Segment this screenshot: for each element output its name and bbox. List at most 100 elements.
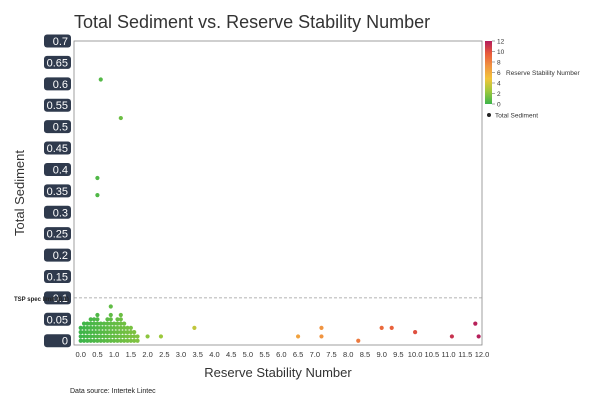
data-point [88, 338, 93, 343]
data-point [81, 325, 87, 330]
data-point [88, 325, 93, 330]
data-point [379, 325, 384, 330]
data-point [78, 330, 83, 335]
data-point [85, 338, 90, 343]
y-tick-box [44, 248, 71, 262]
data-point [125, 330, 130, 335]
data-point [118, 321, 123, 326]
data-point [85, 330, 90, 335]
color-scale-tick-label: 6 [497, 70, 501, 77]
reference-line-label: TSP spec limit (0.1) [14, 297, 69, 303]
x-tick-label: 3.5 [193, 350, 203, 359]
data-point [122, 338, 127, 343]
data-point [192, 325, 197, 330]
data-point [105, 317, 110, 322]
data-point [108, 304, 113, 309]
data-point [125, 325, 130, 330]
data-point [128, 334, 133, 339]
data-point [105, 334, 110, 339]
data-point [108, 334, 113, 339]
data-point [101, 330, 107, 335]
data-point [101, 321, 107, 326]
data-point [108, 330, 113, 335]
data-point [78, 338, 83, 343]
y-tick-label: 0.6 [53, 79, 68, 91]
legend-label: Total Sediment [495, 113, 538, 120]
data-point [91, 321, 97, 326]
y-tick-label: 0.35 [47, 186, 68, 198]
color-scale-tick-label: 2 [497, 91, 501, 98]
x-tick-label: 8.5 [360, 350, 370, 359]
data-point [115, 321, 120, 326]
data-point [98, 321, 103, 326]
data-point [98, 77, 103, 82]
y-tick-label: 0.05 [47, 314, 68, 326]
y-tick-label: 0.3 [53, 207, 68, 219]
data-point [135, 334, 140, 339]
data-point [108, 317, 113, 322]
x-tick-label: 10.0 [408, 350, 423, 359]
data-point [319, 325, 324, 330]
data-point [145, 334, 150, 339]
x-tick-label: 10.5 [425, 350, 440, 359]
y-tick-box [44, 141, 71, 155]
data-point [91, 317, 97, 322]
data-point [98, 338, 103, 343]
data-point [105, 325, 110, 330]
data-point [81, 321, 87, 326]
data-point [135, 338, 140, 343]
data-point [78, 334, 83, 339]
data-point [118, 115, 123, 121]
data-point [132, 334, 137, 339]
data-point [88, 330, 93, 335]
data-point [95, 325, 100, 330]
y-tick-box [44, 205, 71, 219]
data-point [476, 334, 481, 339]
data-point [85, 334, 90, 339]
data-point [101, 334, 107, 339]
data-point [95, 338, 100, 343]
data-point [112, 334, 117, 339]
x-tick-label: 9.5 [393, 350, 403, 359]
x-tick-label: 3.0 [176, 350, 186, 359]
data-point [95, 321, 100, 326]
data-point [132, 338, 137, 343]
x-tick-label: 6.5 [293, 350, 303, 359]
data-point [81, 334, 87, 339]
x-tick-label: 4.5 [226, 350, 236, 359]
legend-marker [487, 113, 491, 117]
y-tick-box [44, 269, 71, 283]
data-point [95, 193, 100, 198]
x-tick-label: 11.0 [442, 350, 456, 359]
data-point [115, 334, 120, 339]
y-tick-label: 0.4 [53, 164, 68, 176]
data-point [108, 321, 113, 326]
data-point [108, 338, 113, 343]
data-point [85, 325, 90, 330]
data-point [449, 334, 455, 339]
data-point [389, 325, 394, 330]
data-point [413, 330, 418, 335]
y-tick-label: 0.25 [47, 229, 68, 241]
color-scale-tick-label: 12 [497, 39, 505, 46]
data-point [115, 330, 120, 335]
data-point [128, 330, 133, 335]
data-point [118, 312, 123, 318]
data-point [95, 317, 100, 322]
data-point [88, 321, 93, 326]
x-tick-label: 9.0 [376, 350, 386, 359]
color-scale-tick-label: 4 [497, 81, 501, 88]
y-tick-box [44, 98, 71, 112]
data-point [128, 338, 133, 343]
data-point [118, 317, 123, 322]
data-point [295, 334, 301, 339]
data-point [118, 325, 123, 330]
data-point [356, 338, 361, 343]
color-scale-bar [485, 41, 492, 104]
data-source-note: Data source: Intertek Lintec [70, 388, 156, 395]
data-point [118, 334, 123, 339]
data-point [101, 338, 107, 343]
data-point [91, 330, 97, 335]
x-tick-label: 0.5 [92, 350, 102, 359]
